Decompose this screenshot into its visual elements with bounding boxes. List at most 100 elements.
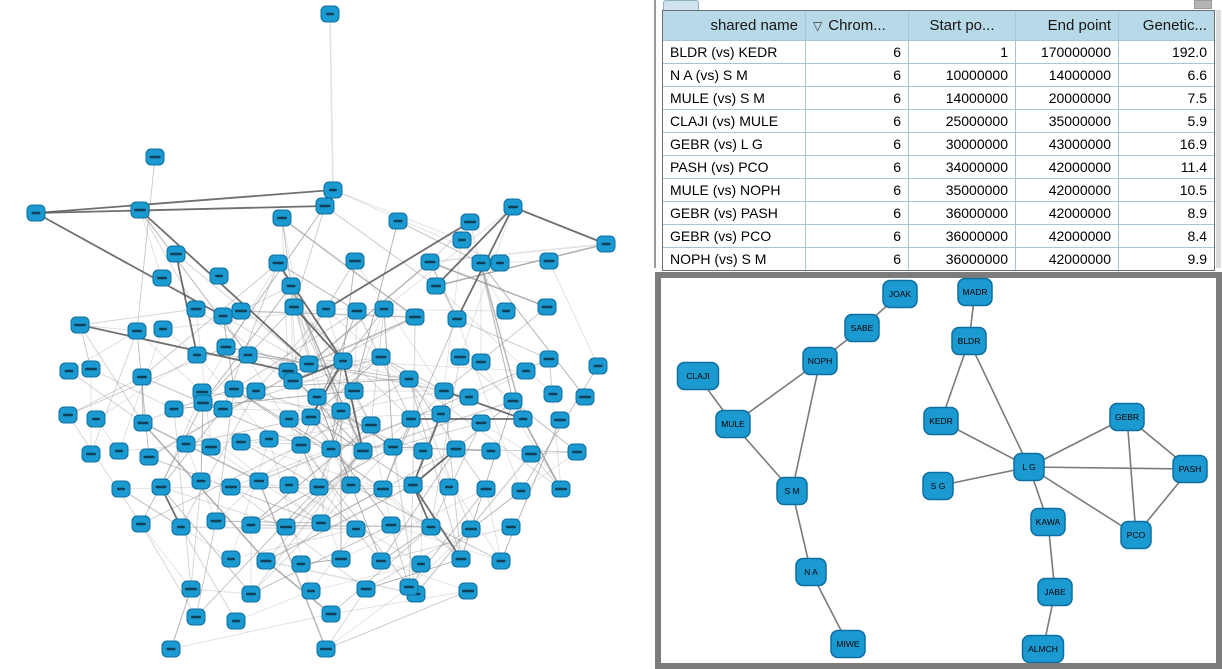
network-edge[interactable]	[1028, 466, 1191, 470]
network-node[interactable]	[26, 204, 46, 222]
network-edge[interactable]	[277, 262, 358, 312]
network-edge[interactable]	[455, 448, 578, 453]
table-cell[interactable]: 16.9	[1119, 133, 1214, 155]
network-node[interactable]	[399, 578, 419, 596]
network-edge[interactable]	[190, 480, 202, 590]
network-edge[interactable]	[180, 526, 237, 622]
network-node[interactable]	[388, 212, 408, 230]
table-cell[interactable]: 6	[806, 87, 908, 109]
network-node[interactable]	[133, 414, 153, 432]
network-edge[interactable]	[35, 189, 334, 214]
network-node-madr[interactable]: MADR	[957, 278, 993, 307]
network-node[interactable]	[191, 472, 211, 490]
table-cell[interactable]: 42000000	[1016, 225, 1118, 247]
network-edge[interactable]	[397, 220, 482, 264]
network-node[interactable]	[152, 269, 172, 287]
network-edge[interactable]	[370, 424, 392, 526]
network-node[interactable]	[513, 410, 533, 428]
table-cell[interactable]: MULE (vs) NOPH	[663, 179, 805, 201]
network-edge[interactable]	[250, 424, 372, 526]
network-edge[interactable]	[180, 390, 257, 528]
network-node[interactable]	[193, 394, 213, 412]
network-node[interactable]	[59, 362, 79, 380]
network-node[interactable]	[431, 405, 451, 423]
network-edge[interactable]	[170, 613, 332, 650]
network-node-bldr[interactable]: BLDR	[951, 326, 987, 356]
network-edge[interactable]	[160, 486, 252, 595]
network-node-sg[interactable]: S G	[922, 471, 954, 501]
network-node[interactable]	[213, 307, 233, 325]
network-edge[interactable]	[325, 588, 367, 650]
network-edge[interactable]	[459, 356, 514, 402]
network-node[interactable]	[231, 302, 251, 320]
network-node[interactable]	[491, 552, 511, 570]
network-edge[interactable]	[443, 390, 524, 420]
network-edge[interactable]	[316, 308, 385, 398]
network-edge[interactable]	[173, 408, 322, 524]
network-edge[interactable]	[310, 416, 392, 526]
network-edge[interactable]	[459, 206, 514, 358]
network-node[interactable]	[434, 382, 454, 400]
table-cell[interactable]: 35000000	[909, 179, 1015, 201]
network-node[interactable]	[166, 245, 186, 263]
network-node[interactable]	[316, 640, 336, 658]
network-node[interactable]	[373, 480, 393, 498]
network-node[interactable]	[186, 300, 206, 318]
network-node[interactable]	[521, 445, 541, 463]
network-edge[interactable]	[90, 330, 138, 455]
table-cell[interactable]: GEBR (vs) PASH	[663, 202, 805, 224]
table-cell[interactable]: 34000000	[909, 156, 1015, 178]
network-node[interactable]	[323, 181, 343, 199]
network-node-kawa[interactable]: KAWA	[1030, 507, 1066, 537]
network-node[interactable]	[224, 380, 244, 398]
network-node[interactable]	[164, 400, 184, 418]
network-node[interactable]	[381, 516, 401, 534]
network-edge[interactable]	[1126, 416, 1137, 536]
network-node[interactable]	[503, 392, 523, 410]
network-node[interactable]	[209, 267, 229, 285]
network-node[interactable]	[481, 442, 501, 460]
network-node[interactable]	[405, 308, 425, 326]
network-edge[interactable]	[230, 438, 270, 560]
network-node[interactable]	[272, 209, 292, 227]
table-cell[interactable]: 6	[806, 64, 908, 86]
network-node[interactable]	[501, 518, 521, 536]
network-edge[interactable]	[308, 363, 445, 392]
network-node[interactable]	[353, 442, 373, 460]
network-node-sabe[interactable]: SABE	[844, 313, 880, 343]
network-node[interactable]	[268, 254, 288, 272]
network-edge[interactable]	[480, 262, 514, 402]
table-cell[interactable]: 10.5	[1119, 179, 1214, 201]
network-edge[interactable]	[522, 418, 562, 490]
network-node[interactable]	[496, 302, 516, 320]
network-edge[interactable]	[79, 324, 144, 424]
network-node[interactable]	[371, 552, 391, 570]
network-node[interactable]	[246, 382, 266, 400]
table-cell[interactable]: 170000000	[1016, 41, 1118, 63]
table-cell[interactable]: 14000000	[909, 87, 1015, 109]
panel-splitter[interactable]	[654, 0, 656, 268]
network-node-joak[interactable]: JOAK	[882, 279, 918, 309]
network-edge[interactable]	[139, 209, 310, 365]
network-edge[interactable]	[383, 308, 394, 448]
network-node[interactable]	[81, 360, 101, 378]
network-edge[interactable]	[285, 418, 412, 528]
network-edge[interactable]	[340, 390, 445, 412]
table-cell[interactable]: BLDR (vs) KEDR	[663, 41, 805, 63]
network-node[interactable]	[331, 402, 351, 420]
network-node[interactable]	[249, 472, 269, 490]
network-node-almch[interactable]: ALMCH	[1021, 634, 1065, 663]
network-edge[interactable]	[332, 189, 501, 264]
network-node[interactable]	[411, 555, 431, 573]
network-edge[interactable]	[320, 424, 372, 524]
network-edge[interactable]	[120, 488, 182, 528]
network-edge[interactable]	[429, 243, 607, 263]
network-node[interactable]	[458, 582, 478, 600]
network-edge[interactable]	[201, 391, 342, 412]
network-edge[interactable]	[139, 209, 249, 356]
network-edge[interactable]	[408, 378, 472, 530]
network-edge[interactable]	[380, 448, 457, 562]
column-header-endpoint[interactable]: End point	[1016, 11, 1118, 40]
network-node[interactable]	[421, 518, 441, 536]
network-node[interactable]	[311, 514, 331, 532]
